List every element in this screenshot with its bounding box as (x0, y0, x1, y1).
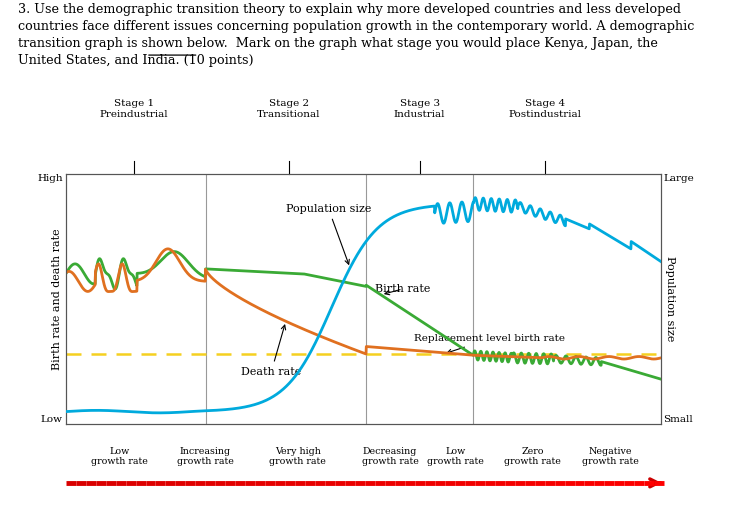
Text: Large: Large (664, 174, 694, 183)
Text: 3. Use the demographic transition theory to explain why more developed countries: 3. Use the demographic transition theory… (18, 3, 695, 67)
Y-axis label: Birth rate and death rate: Birth rate and death rate (52, 228, 61, 370)
Text: Death rate: Death rate (241, 325, 301, 377)
Text: High: High (37, 174, 63, 183)
Text: Stage 4
Postindustrial: Stage 4 Postindustrial (508, 99, 581, 119)
Text: Replacement level birth rate: Replacement level birth rate (414, 335, 565, 354)
Text: Population size: Population size (286, 204, 372, 264)
Text: Very high
growth rate: Very high growth rate (269, 447, 326, 466)
Y-axis label: Population size: Population size (665, 256, 675, 342)
Text: Stage 1
Preindustrial: Stage 1 Preindustrial (100, 99, 169, 119)
Text: Small: Small (664, 415, 694, 424)
Text: Low
growth rate: Low growth rate (91, 447, 147, 466)
Text: Stage 3
Industrial: Stage 3 Industrial (394, 99, 445, 119)
Text: Low
growth rate: Low growth rate (427, 447, 484, 466)
Text: Zero
growth rate: Zero growth rate (504, 447, 561, 466)
Text: Stage 2
Transitional: Stage 2 Transitional (257, 99, 320, 119)
Text: Birth rate: Birth rate (375, 284, 431, 295)
Text: Negative
growth rate: Negative growth rate (582, 447, 639, 466)
Text: Decreasing
growth rate: Decreasing growth rate (361, 447, 418, 466)
Text: Increasing
growth rate: Increasing growth rate (177, 447, 234, 466)
Text: Low: Low (41, 415, 63, 424)
